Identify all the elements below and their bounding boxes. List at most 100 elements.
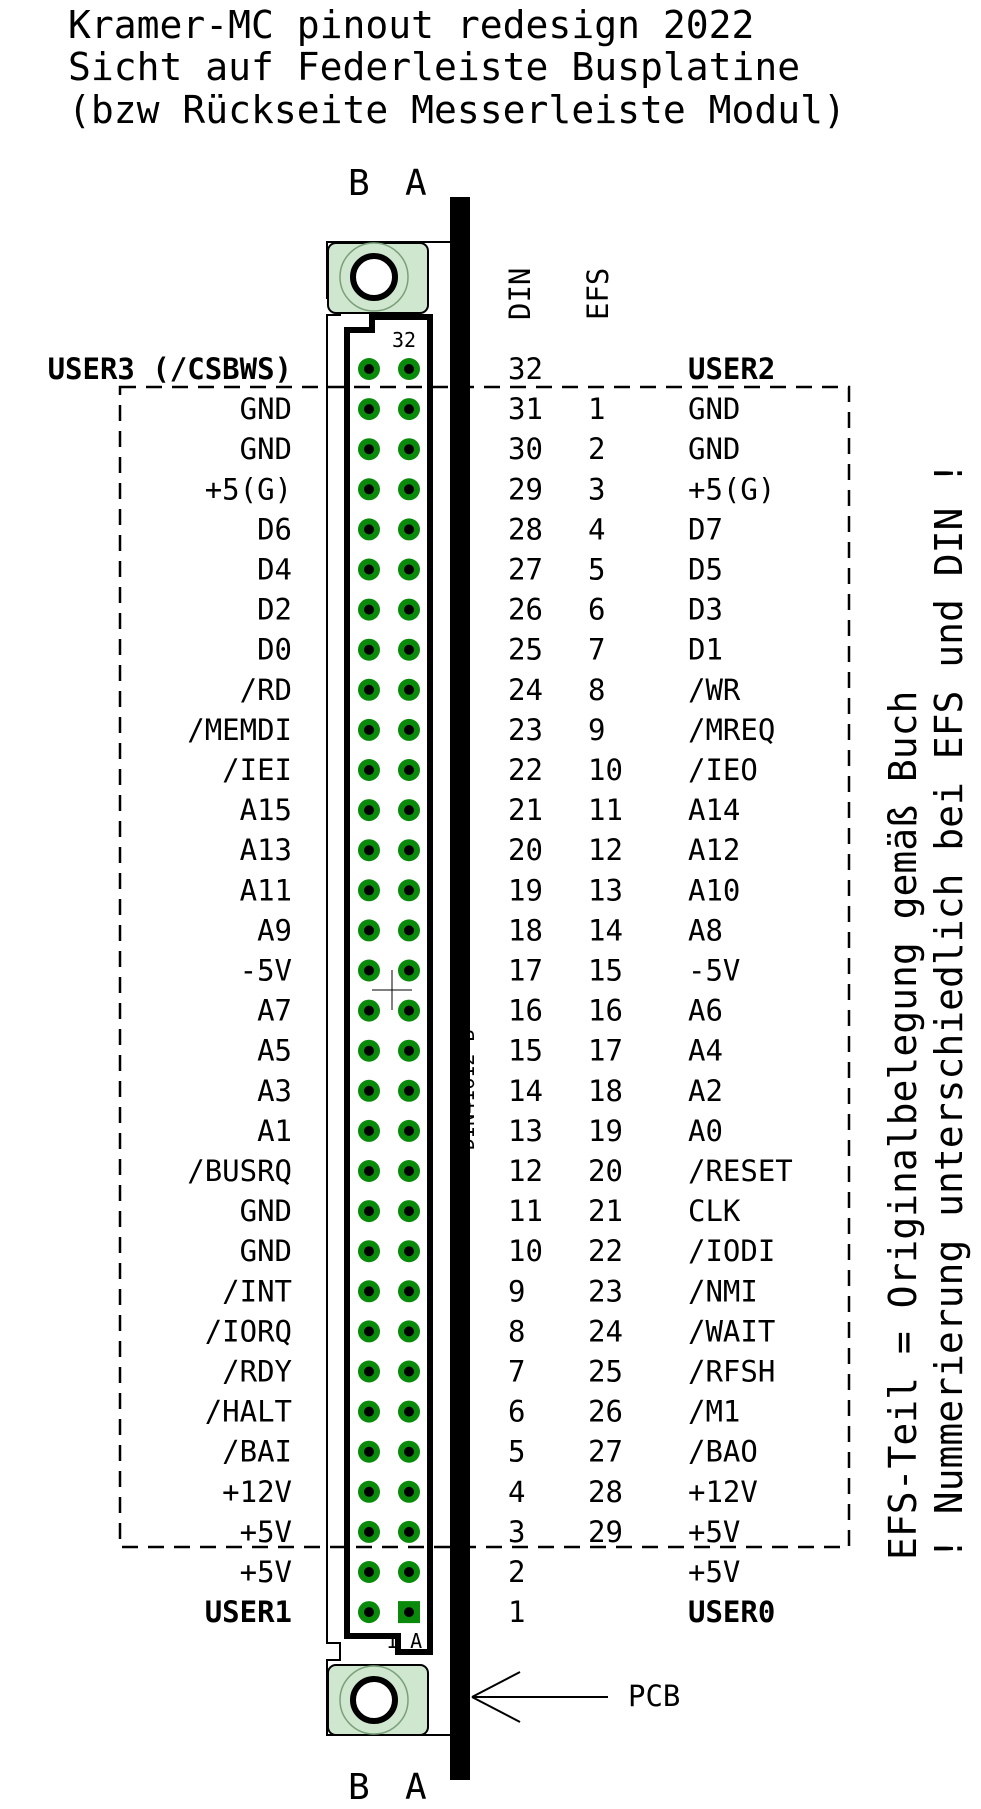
pad-a-hole xyxy=(404,765,414,775)
pin-row: +5(G) 29 3 +5(G) xyxy=(205,472,776,506)
efs-number: 28 xyxy=(588,1475,623,1509)
din-number: 13 xyxy=(508,1114,543,1148)
pin-row: /IORQ 8 24/WAIT xyxy=(205,1314,776,1348)
a-signal-label: /IEO xyxy=(688,753,758,787)
pin-row: A7 16 16 A6 xyxy=(257,994,723,1028)
pin-row: D0 25 7 D1 xyxy=(257,633,723,667)
din-number: 25 xyxy=(508,633,543,667)
a-signal-label: A12 xyxy=(688,833,740,867)
efs-number: 20 xyxy=(588,1154,623,1188)
pad-b-hole xyxy=(364,1607,374,1618)
efs-number: 13 xyxy=(588,873,623,907)
efs-number: 26 xyxy=(588,1395,623,1429)
efs-number: 14 xyxy=(588,913,623,947)
din-number: 5 xyxy=(508,1435,525,1469)
din-number: 8 xyxy=(508,1314,525,1348)
efs-number: 11 xyxy=(588,793,623,827)
din-number: 20 xyxy=(508,833,543,867)
pad-a-hole xyxy=(404,965,414,976)
pcb-arrow xyxy=(471,1671,608,1723)
a-signal-label: D5 xyxy=(688,553,723,587)
pin-row: /RDY 7 25/RFSH xyxy=(222,1355,775,1389)
pin-row: A13 20 12 A12 xyxy=(240,833,741,867)
pad-a-hole xyxy=(404,1326,414,1337)
efs-number: 16 xyxy=(588,994,623,1028)
a-signal-label: USER0 xyxy=(688,1595,775,1629)
pad-b-hole xyxy=(364,1125,374,1136)
din-number: 31 xyxy=(508,392,543,426)
efs-number: 5 xyxy=(588,553,605,587)
column-letter-a-bottom: A xyxy=(405,1767,427,1808)
a-signal-label: D3 xyxy=(688,593,723,627)
pad-b-hole xyxy=(364,484,374,495)
a-signal-label: D1 xyxy=(688,633,723,667)
pad-a-hole xyxy=(404,404,414,415)
a-signal-label: A6 xyxy=(688,994,723,1028)
din-number: 17 xyxy=(508,954,543,988)
pad-a-hole xyxy=(404,1005,414,1016)
din-number: 23 xyxy=(508,713,543,747)
pad-b-hole xyxy=(364,765,374,775)
pad-a-hole xyxy=(404,484,414,495)
din-number: 19 xyxy=(508,873,543,907)
a-signal-label: GND xyxy=(688,432,740,466)
b-signal-label: -5V xyxy=(240,954,292,988)
pad-b-hole xyxy=(364,444,374,455)
b-signal-label: /IEI xyxy=(222,753,292,787)
a-signal-label: /WAIT xyxy=(688,1314,775,1348)
pin-row: GND 11 21 CLK xyxy=(240,1194,741,1228)
b-signal-label: /IORQ xyxy=(205,1314,292,1348)
pin-row: /HALT 6 26/M1 xyxy=(205,1395,741,1429)
pin-row: A9 18 14 A8 xyxy=(257,913,723,947)
efs-number: 22 xyxy=(588,1234,623,1268)
b-signal-label: /BAI xyxy=(222,1435,292,1469)
efs-number: 9 xyxy=(588,713,605,747)
pad-b-hole xyxy=(364,1085,374,1096)
b-signal-label: /MEMDI xyxy=(187,713,292,747)
pin-row: +5V 2 +5V xyxy=(240,1555,741,1589)
pad-a-hole xyxy=(404,1045,414,1056)
din-number: 15 xyxy=(508,1034,543,1068)
pad-b-hole xyxy=(364,364,374,374)
origin-crosshair xyxy=(372,970,412,1010)
pad-b-hole xyxy=(364,805,374,816)
b-signal-label: +5V xyxy=(240,1555,292,1589)
pin-row: /INT 9 23/NMI xyxy=(222,1274,758,1308)
pad-a-hole xyxy=(404,724,414,735)
b-signal-label: A5 xyxy=(257,1034,292,1068)
a-signal-label: A8 xyxy=(688,913,723,947)
efs-number: 4 xyxy=(588,512,605,546)
pin-1-marker: 1 A xyxy=(386,1629,422,1653)
efs-number: 17 xyxy=(588,1034,623,1068)
mounting-flange-bottom xyxy=(327,1664,429,1736)
pin-row: A5 15 17 A4 xyxy=(257,1034,723,1068)
b-signal-label: USER1 xyxy=(205,1595,292,1629)
din-number: 12 xyxy=(508,1154,543,1188)
pad-a-hole xyxy=(404,1206,414,1217)
pad-b-hole xyxy=(364,604,374,615)
efs-number: 27 xyxy=(588,1435,623,1469)
pin-row: /IEI 22 10/IEO xyxy=(222,753,758,787)
pcb-label: PCB xyxy=(628,1679,680,1713)
pad-a-hole xyxy=(404,1366,414,1377)
din-number: 4 xyxy=(508,1475,525,1509)
a-signal-label: +5(G) xyxy=(688,472,775,506)
b-signal-label: GND xyxy=(240,392,292,426)
pin-row: /BAI 5 27/BAO xyxy=(222,1435,758,1469)
efs-number: 1 xyxy=(588,392,605,426)
pin-row: /BUSRQ 12 20/RESET xyxy=(187,1154,793,1188)
pad-a-hole xyxy=(404,1246,414,1257)
pin-row: USER1 1 USER0 xyxy=(205,1595,776,1629)
a-signal-label: A14 xyxy=(688,793,740,827)
b-signal-label: A11 xyxy=(240,873,292,907)
b-signal-label: +5V xyxy=(240,1515,292,1549)
din-number: 24 xyxy=(508,673,543,707)
pad-b-hole xyxy=(364,1526,374,1537)
b-signal-label: A13 xyxy=(240,833,292,867)
a-signal-label: /MREQ xyxy=(688,713,775,747)
din-number: 2 xyxy=(508,1555,525,1589)
a-signal-label: /IODI xyxy=(688,1234,775,1268)
pad-a-hole xyxy=(404,1085,414,1096)
